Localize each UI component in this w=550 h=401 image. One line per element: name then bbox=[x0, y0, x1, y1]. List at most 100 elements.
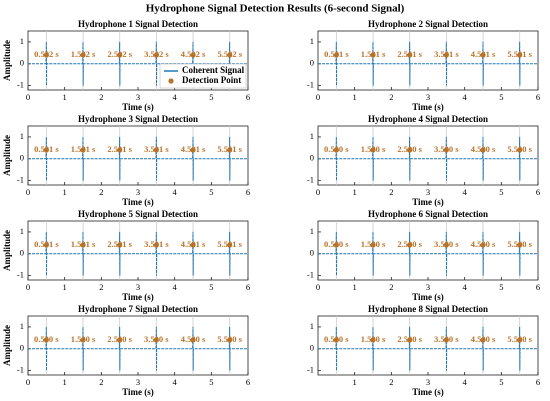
x-tick-label: 1 bbox=[353, 282, 357, 292]
detection-point bbox=[517, 52, 523, 58]
x-tick-label: 6 bbox=[536, 282, 540, 292]
detection-point bbox=[227, 52, 233, 58]
plot-area bbox=[317, 125, 539, 186]
detection-point bbox=[333, 52, 339, 58]
x-tick-label: 2 bbox=[389, 92, 393, 102]
detection-point bbox=[333, 147, 339, 153]
x-tick-label: 6 bbox=[536, 92, 540, 102]
x-axis-label: Time (s) bbox=[122, 387, 154, 397]
x-tick-label: 2 bbox=[99, 377, 103, 387]
y-axis-label: Amplitude bbox=[2, 135, 12, 176]
x-tick-label: 5 bbox=[499, 377, 503, 387]
detection-point bbox=[117, 147, 123, 153]
legend-label: Coherent Signal bbox=[182, 65, 245, 75]
detection-point bbox=[370, 147, 376, 153]
detection-point bbox=[80, 52, 86, 58]
y-tick-label: -1 bbox=[17, 270, 24, 280]
y-tick-label: 1 bbox=[310, 321, 314, 331]
x-tick-label: 5 bbox=[209, 92, 213, 102]
detection-point bbox=[153, 242, 159, 248]
detection-point bbox=[370, 52, 376, 58]
detection-point bbox=[43, 147, 49, 153]
x-tick-label: 2 bbox=[389, 187, 393, 197]
plot-area bbox=[317, 315, 539, 376]
detection-point bbox=[443, 147, 449, 153]
x-tick-label: 0 bbox=[316, 187, 320, 197]
detection-point bbox=[517, 337, 523, 343]
detection-point bbox=[480, 147, 486, 153]
y-tick-label: 0 bbox=[20, 58, 24, 68]
detection-point bbox=[407, 147, 413, 153]
detection-point bbox=[190, 337, 196, 343]
detection-point bbox=[333, 337, 339, 343]
detection-point bbox=[43, 242, 49, 248]
x-tick-label: 6 bbox=[246, 92, 250, 102]
x-tick-label: 4 bbox=[463, 92, 468, 102]
y-tick-label: 0 bbox=[20, 343, 24, 353]
detection-point bbox=[117, 242, 123, 248]
x-tick-label: 2 bbox=[389, 377, 393, 387]
x-tick-label: 1 bbox=[63, 282, 67, 292]
x-tick-label: 0 bbox=[26, 187, 30, 197]
detection-point bbox=[117, 52, 123, 58]
x-tick-label: 5 bbox=[499, 282, 503, 292]
x-tick-label: 1 bbox=[353, 92, 357, 102]
detection-point bbox=[153, 52, 160, 58]
x-axis-label: Time (s) bbox=[122, 102, 154, 112]
x-tick-label: 4 bbox=[173, 92, 178, 102]
x-tick-label: 5 bbox=[499, 187, 503, 197]
x-tick-label: 5 bbox=[209, 377, 213, 387]
plot-area bbox=[27, 125, 249, 186]
x-tick-label: 3 bbox=[136, 187, 140, 197]
detection-point bbox=[480, 52, 486, 58]
signal-line bbox=[28, 136, 248, 181]
y-axis-label: Amplitude bbox=[2, 40, 12, 81]
x-tick-label: 2 bbox=[99, 187, 103, 197]
y-tick-label: -1 bbox=[17, 175, 24, 185]
detection-point bbox=[153, 147, 159, 153]
detection-point bbox=[443, 337, 449, 343]
plot-area bbox=[317, 220, 539, 281]
detection-point bbox=[443, 52, 449, 58]
subplot-title: Hydrophone 7 Signal Detection bbox=[78, 304, 198, 314]
signal-line bbox=[318, 41, 538, 86]
y-tick-label: 0 bbox=[310, 153, 314, 163]
x-tick-label: 6 bbox=[246, 377, 250, 387]
detection-point bbox=[407, 242, 413, 248]
detection-point bbox=[117, 337, 123, 343]
x-tick-label: 1 bbox=[353, 377, 357, 387]
x-tick-label: 3 bbox=[426, 187, 430, 197]
x-tick-label: 6 bbox=[536, 187, 540, 197]
subplot-title: Hydrophone 3 Signal Detection bbox=[78, 114, 198, 124]
detection-point bbox=[43, 52, 50, 58]
detection-point bbox=[333, 242, 339, 248]
y-tick-label: 1 bbox=[20, 36, 24, 46]
detection-point bbox=[43, 337, 49, 343]
y-tick-label: 1 bbox=[310, 226, 314, 236]
detection-point bbox=[517, 147, 523, 153]
detection-point bbox=[153, 337, 159, 343]
y-tick-label: 0 bbox=[310, 248, 314, 258]
signal-line bbox=[28, 326, 248, 371]
x-tick-label: 0 bbox=[26, 92, 30, 102]
x-tick-label: 3 bbox=[426, 377, 430, 387]
signal-line bbox=[318, 231, 538, 276]
subplot-title: Hydrophone 8 Signal Detection bbox=[368, 304, 488, 314]
detection-point bbox=[443, 242, 449, 248]
legend-swatch bbox=[168, 78, 174, 84]
y-tick-label: -1 bbox=[307, 270, 314, 280]
signal-line bbox=[318, 136, 538, 181]
y-tick-label: 1 bbox=[20, 321, 24, 331]
y-tick-label: 0 bbox=[310, 58, 314, 68]
subplot-title: Hydrophone 5 Signal Detection bbox=[78, 209, 198, 219]
y-tick-label: 1 bbox=[310, 131, 314, 141]
x-tick-label: 4 bbox=[463, 187, 468, 197]
plot-area bbox=[27, 220, 249, 281]
x-tick-label: 0 bbox=[26, 377, 30, 387]
detection-point bbox=[407, 52, 413, 58]
figure-title: Hydrophone Signal Detection Results (6-s… bbox=[146, 3, 405, 15]
signal-line bbox=[28, 231, 248, 276]
y-tick-label: 1 bbox=[20, 226, 24, 236]
x-tick-label: 5 bbox=[499, 92, 503, 102]
y-tick-label: -1 bbox=[17, 80, 24, 90]
